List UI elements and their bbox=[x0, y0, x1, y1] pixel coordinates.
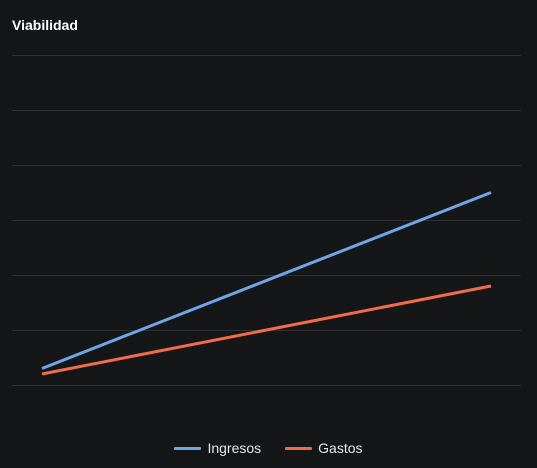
legend-item-ingresos[interactable]: Ingresos bbox=[174, 439, 261, 457]
series-line-ingresos[interactable] bbox=[41, 191, 492, 370]
legend-swatch-gastos bbox=[285, 446, 313, 450]
series-line-gastos[interactable] bbox=[41, 284, 492, 376]
legend-label-gastos: Gastos bbox=[318, 440, 363, 456]
grid-lines bbox=[12, 55, 521, 386]
legend: Ingresos Gastos bbox=[0, 439, 537, 457]
legend-swatch-ingresos bbox=[174, 446, 202, 450]
series-lines bbox=[41, 191, 492, 376]
legend-label-ingresos: Ingresos bbox=[207, 440, 262, 456]
chart-title: Viabilidad bbox=[12, 17, 78, 33]
legend-item-gastos[interactable]: Gastos bbox=[285, 439, 363, 457]
